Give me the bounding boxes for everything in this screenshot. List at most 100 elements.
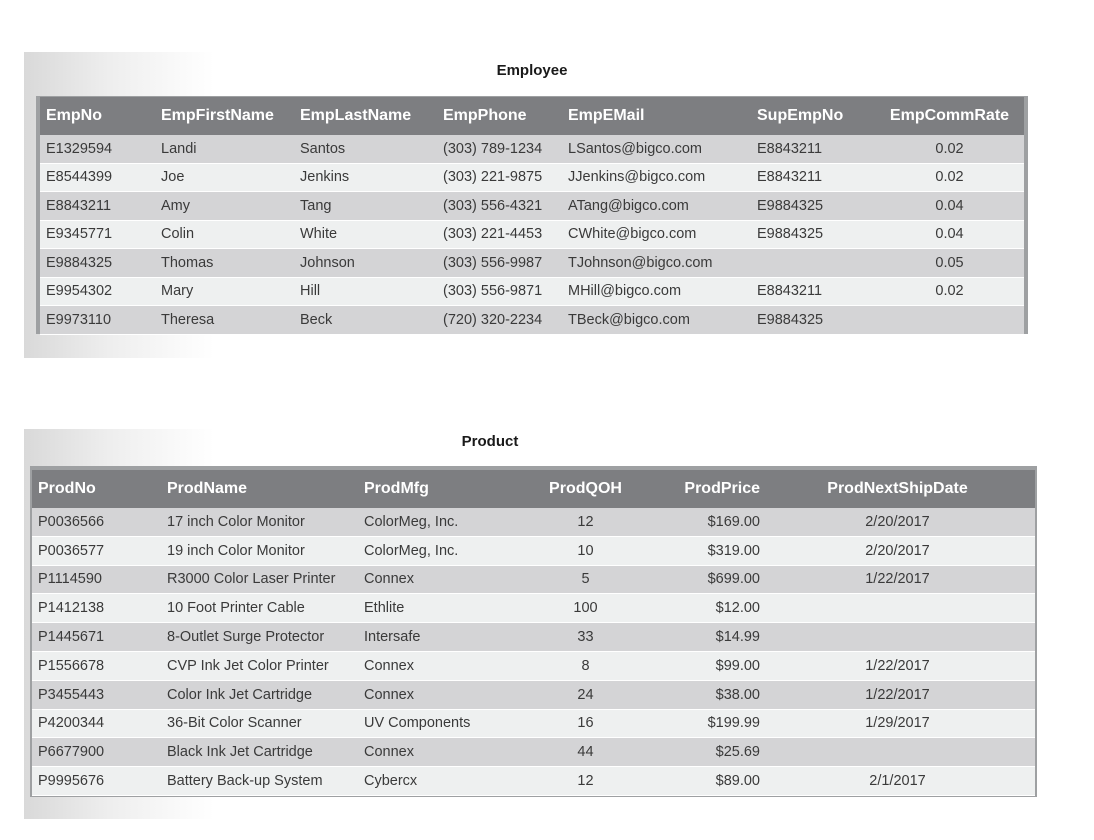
cell-empemail: TBeck@bigco.com (562, 305, 751, 335)
cell-emplastname: Johnson (294, 248, 437, 278)
cell-prodqoh: 12 (531, 508, 640, 537)
product-table-title: Product (461, 433, 519, 450)
cell-prodmfg: Connex (358, 680, 531, 710)
cell-empcommrate: 0.05 (875, 248, 1024, 278)
table-row: E8843211 Amy Tang (303) 556-4321 ATang@b… (40, 191, 1024, 221)
cell-prodname: Battery Back-up System (161, 766, 358, 796)
product-header-row: ProdNo ProdName ProdMfg ProdQOH ProdPric… (32, 470, 1035, 508)
cell-prodno: P3455443 (32, 680, 161, 710)
cell-empcommrate: 0.04 (875, 191, 1024, 221)
cell-prodmfg: Connex (358, 651, 531, 681)
column-header-empemail[interactable]: EmpEMail (562, 97, 751, 135)
column-header-prodmfg[interactable]: ProdMfg (358, 470, 531, 508)
table-row: P4200344 36-Bit Color Scanner UV Compone… (32, 709, 1035, 739)
cell-empcommrate: 0.02 (875, 135, 1024, 164)
cell-prodno: P1412138 (32, 593, 161, 624)
column-header-prodnextshipdate[interactable]: ProdNextShipDate (760, 470, 1035, 508)
cell-empphone: (303) 556-4321 (437, 191, 562, 221)
cell-empfirstname: Joe (155, 163, 294, 192)
table-row: P0036577 19 inch Color Monitor ColorMeg,… (32, 536, 1035, 566)
cell-prodnextshipdate: 2/20/2017 (760, 536, 1035, 566)
column-header-supempno[interactable]: SupEmpNo (751, 97, 875, 135)
column-header-prodprice[interactable]: ProdPrice (640, 470, 760, 508)
cell-prodnextshipdate (760, 622, 1035, 652)
cell-empphone: (303) 221-9875 (437, 163, 562, 192)
cell-empno: E8843211 (40, 191, 155, 221)
table-row: P1412138 10 Foot Printer Cable Ethlite 1… (32, 593, 1035, 624)
cell-empfirstname: Mary (155, 277, 294, 306)
cell-prodno: P9995676 (32, 766, 161, 796)
cell-prodname: Black Ink Jet Cartridge (161, 737, 358, 768)
cell-prodqoh: 16 (531, 709, 640, 739)
cell-empno: E9345771 (40, 220, 155, 249)
cell-prodname: 8-Outlet Surge Protector (161, 622, 358, 652)
cell-empphone: (303) 556-9871 (437, 277, 562, 306)
cell-prodqoh: 8 (531, 651, 640, 681)
cell-supempno (751, 248, 875, 278)
cell-prodprice: $699.00 (640, 565, 760, 595)
cell-prodmfg: ColorMeg, Inc. (358, 508, 531, 537)
employee-header-row: EmpNo EmpFirstName EmpLastName EmpPhone … (40, 97, 1024, 135)
cell-prodname: 17 inch Color Monitor (161, 508, 358, 537)
table-row: P9995676 Battery Back-up System Cybercx … (32, 766, 1035, 796)
cell-supempno: E8843211 (751, 163, 875, 192)
employee-table-title: Employee (496, 62, 568, 79)
cell-empfirstname: Landi (155, 135, 294, 164)
cell-prodqoh: 44 (531, 737, 640, 768)
cell-empemail: JJenkins@bigco.com (562, 163, 751, 192)
cell-supempno: E8843211 (751, 277, 875, 306)
cell-prodqoh: 10 (531, 536, 640, 566)
cell-empfirstname: Colin (155, 220, 294, 249)
column-header-empfirstname[interactable]: EmpFirstName (155, 97, 294, 135)
cell-supempno: E8843211 (751, 135, 875, 164)
column-header-prodqoh[interactable]: ProdQOH (531, 470, 640, 508)
cell-prodprice: $25.69 (640, 737, 760, 768)
column-header-empphone[interactable]: EmpPhone (437, 97, 562, 135)
cell-empemail: CWhite@bigco.com (562, 220, 751, 249)
cell-empfirstname: Theresa (155, 305, 294, 335)
cell-prodprice: $12.00 (640, 593, 760, 624)
cell-prodno: P4200344 (32, 709, 161, 739)
table-row: P3455443 Color Ink Jet Cartridge Connex … (32, 680, 1035, 710)
table-row: E1329594 Landi Santos (303) 789-1234 LSa… (40, 135, 1024, 164)
cell-empphone: (303) 556-9987 (437, 248, 562, 278)
cell-empno: E9884325 (40, 248, 155, 278)
cell-empcommrate: 0.02 (875, 277, 1024, 306)
table-row: P1114590 R3000 Color Laser Printer Conne… (32, 565, 1035, 595)
cell-prodqoh: 12 (531, 766, 640, 796)
cell-prodmfg: Cybercx (358, 766, 531, 796)
cell-emplastname: Tang (294, 191, 437, 221)
cell-empemail: ATang@bigco.com (562, 191, 751, 221)
cell-prodmfg: Connex (358, 565, 531, 595)
table-row: E9345771 Colin White (303) 221-4453 CWhi… (40, 220, 1024, 249)
cell-prodnextshipdate: 1/22/2017 (760, 651, 1035, 681)
column-header-empno[interactable]: EmpNo (40, 97, 155, 135)
column-header-prodno[interactable]: ProdNo (32, 470, 161, 508)
cell-supempno: E9884325 (751, 305, 875, 335)
cell-empcommrate (875, 305, 1024, 335)
cell-empemail: TJohnson@bigco.com (562, 248, 751, 278)
table-row: E9954302 Mary Hill (303) 556-9871 MHill@… (40, 277, 1024, 306)
cell-prodqoh: 5 (531, 565, 640, 595)
cell-prodno: P0036577 (32, 536, 161, 566)
cell-empfirstname: Amy (155, 191, 294, 221)
cell-empphone: (720) 320-2234 (437, 305, 562, 335)
cell-prodno: P6677900 (32, 737, 161, 768)
cell-prodqoh: 100 (531, 593, 640, 624)
cell-empemail: MHill@bigco.com (562, 277, 751, 306)
cell-empemail: LSantos@bigco.com (562, 135, 751, 164)
cell-prodnextshipdate: 1/22/2017 (760, 680, 1035, 710)
cell-empcommrate: 0.04 (875, 220, 1024, 249)
cell-empphone: (303) 789-1234 (437, 135, 562, 164)
table-row: P1445671 8-Outlet Surge Protector Inters… (32, 622, 1035, 652)
column-header-emplastname[interactable]: EmpLastName (294, 97, 437, 135)
column-header-prodname[interactable]: ProdName (161, 470, 358, 508)
column-header-empcommrate[interactable]: EmpCommRate (875, 97, 1024, 135)
product-table: ProdNo ProdName ProdMfg ProdQOH ProdPric… (32, 470, 1035, 796)
cell-prodmfg: ColorMeg, Inc. (358, 536, 531, 566)
cell-prodno: P1556678 (32, 651, 161, 681)
cell-prodqoh: 24 (531, 680, 640, 710)
cell-prodnextshipdate: 2/1/2017 (760, 766, 1035, 796)
cell-prodmfg: Ethlite (358, 593, 531, 624)
cell-emplastname: Beck (294, 305, 437, 335)
